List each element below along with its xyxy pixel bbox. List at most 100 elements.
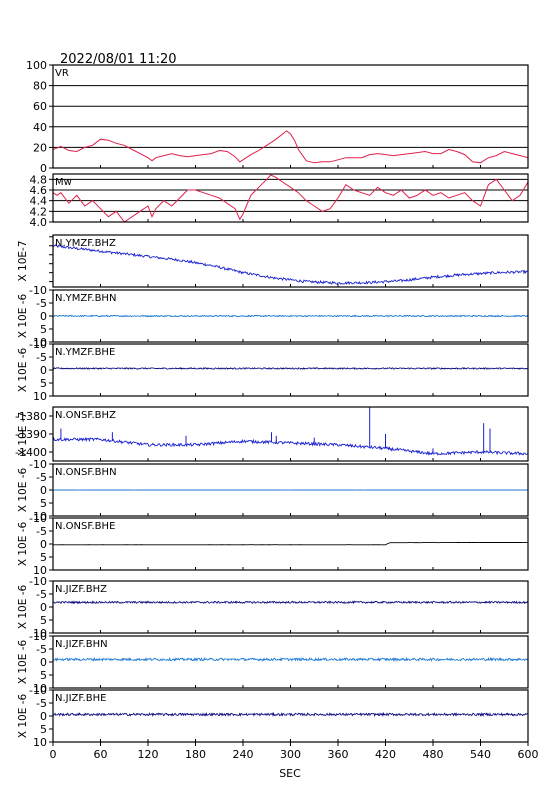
panel-frame <box>53 518 528 570</box>
x-tick-label: 540 <box>470 748 491 761</box>
y-tick-label: -10 <box>29 458 47 471</box>
series-line <box>53 658 528 660</box>
panel-frame <box>53 636 528 688</box>
y-tick-label: 5 <box>40 723 47 736</box>
panel-frame <box>53 344 528 396</box>
panel-label: N.ONSF.BHN <box>55 467 117 478</box>
panel-label: N.YMZF.BHE <box>55 347 115 358</box>
y-tick-label: 5 <box>40 377 47 390</box>
x-tick-label: 480 <box>423 748 444 761</box>
y-tick-label: -10 <box>29 338 47 351</box>
panel-label: N.YMZF.BHN <box>55 293 116 304</box>
x-tick-label: 240 <box>233 748 254 761</box>
y-tick-label: -5 <box>36 471 47 484</box>
y-tick-label: -10 <box>29 630 47 643</box>
y-tick-label: -10 <box>29 284 47 297</box>
y-tick-label: 40 <box>33 121 47 134</box>
y-tick-label: 100 <box>26 59 47 72</box>
x-tick-label: 360 <box>328 748 349 761</box>
y-tick-label: 0 <box>40 538 47 551</box>
y-tick-label: 60 <box>33 100 47 113</box>
panel-frame <box>53 581 528 633</box>
y-unit-label: X 10E -6 <box>17 694 29 739</box>
x-axis: 0 60 120 180 240 300 360 420 480 540 600 <box>50 742 539 761</box>
series-line <box>53 315 528 316</box>
y-tick-label: -5 <box>36 351 47 364</box>
y-tick-label: 0 <box>40 364 47 377</box>
series-line <box>53 438 528 455</box>
x-tick-label: 300 <box>280 748 301 761</box>
series-line <box>53 601 528 603</box>
x-axis-label: SEC <box>279 767 301 780</box>
y-tick-label: 10 <box>33 390 47 403</box>
y-unit-label: X 10E -6 <box>17 294 29 339</box>
panel-frame <box>53 174 528 222</box>
series-line <box>53 542 528 544</box>
series-line <box>53 175 528 222</box>
y-tick-label: 5 <box>40 551 47 564</box>
y-tick-label: 5 <box>40 669 47 682</box>
x-tick-label: 120 <box>138 748 159 761</box>
y-tick-label: 5 <box>40 323 47 336</box>
y-tick-label: 0 <box>40 310 47 323</box>
y-tick-label: -5 <box>36 297 47 310</box>
series-line <box>53 245 528 284</box>
y-tick-label: -5 <box>36 588 47 601</box>
y-tick-label: -5 <box>36 697 47 710</box>
y-tick-label: 0 <box>40 656 47 669</box>
y-unit-label: X 10E-7 <box>17 241 29 282</box>
y-unit-label: X 10E -6 <box>17 640 29 685</box>
y-tick-label: -10 <box>29 575 47 588</box>
panel-label: N.JIZF.BHZ <box>55 584 107 595</box>
x-tick-label: 0 <box>50 748 57 761</box>
panel-label: N.ONSF.BHE <box>55 521 115 532</box>
y-tick-label: -10 <box>29 684 47 697</box>
y-tick-label: 0 <box>40 601 47 614</box>
x-tick-label: 60 <box>94 748 108 761</box>
y-unit-label: X 10E -6 <box>17 348 29 393</box>
panel-label: N.YMZF.BHZ <box>55 238 116 249</box>
y-tick-label: 5 <box>40 614 47 627</box>
y-tick-label: 4.8 <box>30 173 48 186</box>
panel-label: N.JIZF.BHN <box>55 639 108 650</box>
y-tick-label: 10 <box>33 736 47 749</box>
panel-label: N.ONSF.BHZ <box>55 410 116 421</box>
series-line <box>53 713 528 715</box>
panel-frame <box>53 65 528 168</box>
y-unit-label: X 10E -7 <box>17 412 29 456</box>
y-unit-label: X 10E -6 <box>17 468 29 513</box>
y-tick-label: -5 <box>36 525 47 538</box>
panel-label: N.JIZF.BHE <box>55 693 106 704</box>
y-tick-label: 0 <box>40 484 47 497</box>
y-tick-label: 0 <box>40 710 47 723</box>
x-tick-label: 180 <box>185 748 206 761</box>
y-tick-label: 20 <box>33 141 47 154</box>
series-line <box>53 131 528 163</box>
panel-label: VR <box>55 68 69 79</box>
series-line <box>53 368 528 369</box>
panel-frame <box>53 407 528 461</box>
panel-n-ymzf-bhz: N.YMZF.BHZ X 10E-7 <box>17 235 528 287</box>
x-tick-label: 420 <box>375 748 396 761</box>
y-tick-label: -10 <box>29 512 47 525</box>
y-tick-label: 5 <box>40 497 47 510</box>
y-tick-label: -5 <box>36 643 47 656</box>
panel-label: Mw <box>55 177 72 188</box>
y-tick-label: 80 <box>33 80 47 93</box>
y-unit-label: X 10E -6 <box>17 585 29 630</box>
x-tick-label: 600 <box>518 748 539 761</box>
y-unit-label: X 10E -6 <box>17 522 29 567</box>
